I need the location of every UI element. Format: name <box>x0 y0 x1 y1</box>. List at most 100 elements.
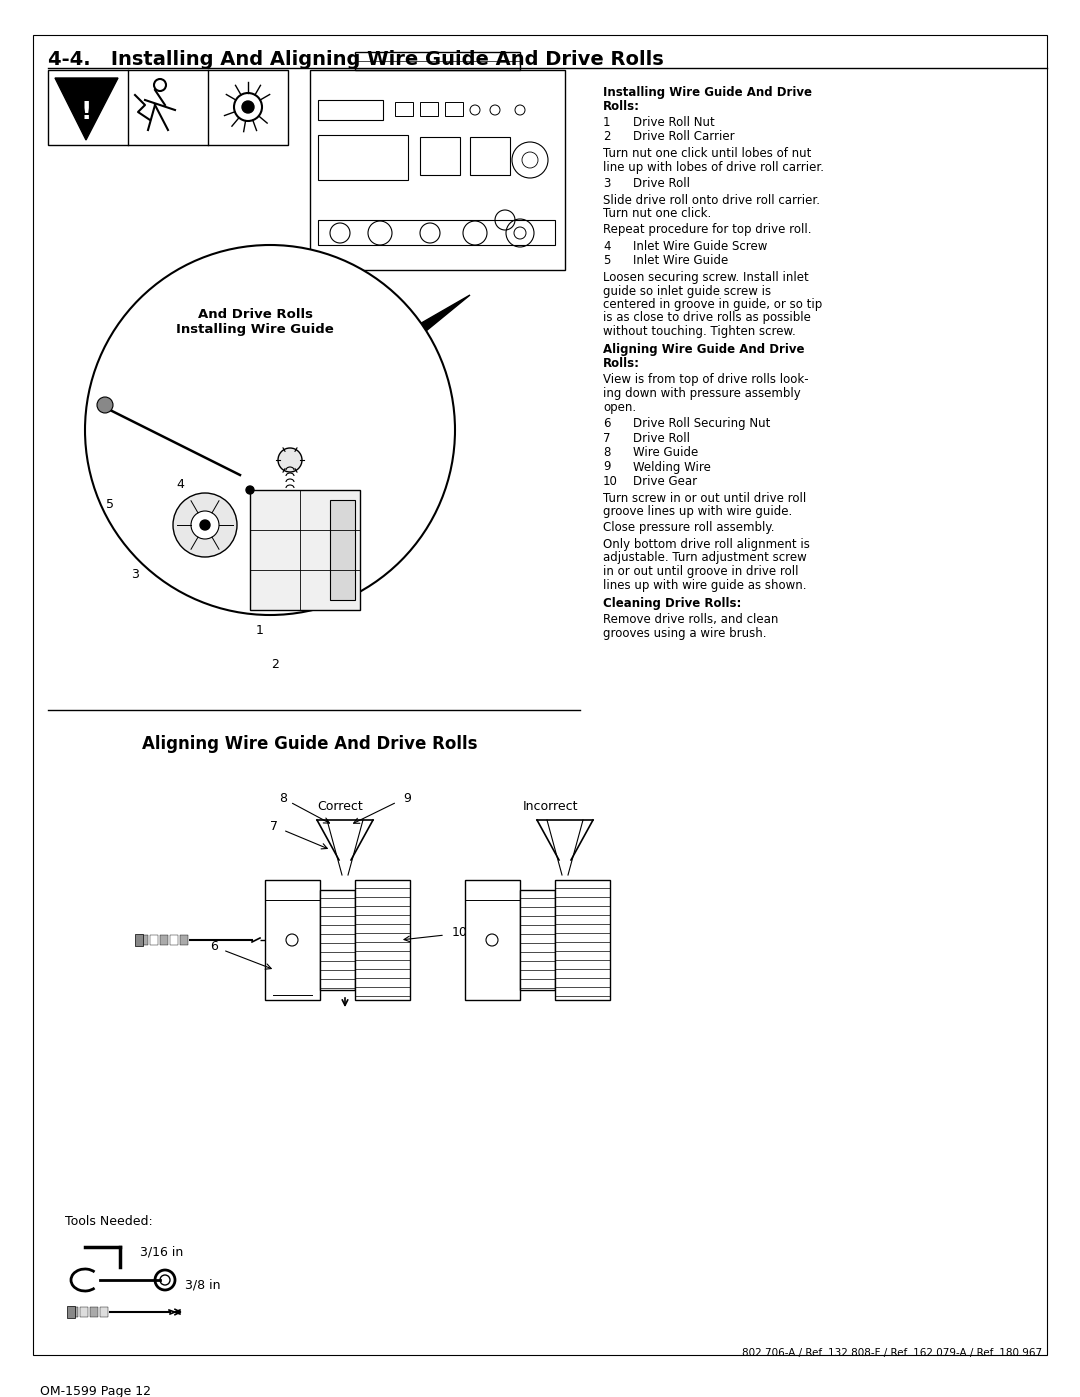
Text: Installing Wire Guide And Drive: Installing Wire Guide And Drive <box>603 87 812 99</box>
Text: Correct: Correct <box>318 800 363 813</box>
Bar <box>48 70 288 145</box>
Bar <box>395 102 413 116</box>
Bar <box>465 880 519 1000</box>
Text: without touching. Tighten screw.: without touching. Tighten screw. <box>603 326 796 338</box>
Text: Close pressure roll assembly.: Close pressure roll assembly. <box>603 521 774 535</box>
Text: groove lines up with wire guide.: groove lines up with wire guide. <box>603 504 793 518</box>
Circle shape <box>246 486 254 495</box>
Text: OM-1599 Page 12: OM-1599 Page 12 <box>40 1384 151 1397</box>
Bar <box>70 1308 78 1317</box>
Text: 3/16 in: 3/16 in <box>140 1246 184 1259</box>
Bar <box>555 880 610 1000</box>
Text: 7: 7 <box>603 432 610 444</box>
Circle shape <box>242 101 254 113</box>
Text: Aligning Wire Guide And Drive Rolls: Aligning Wire Guide And Drive Rolls <box>143 735 477 753</box>
Bar <box>90 1308 98 1317</box>
Text: 9: 9 <box>403 792 410 805</box>
Text: adjustable. Turn adjustment screw: adjustable. Turn adjustment screw <box>603 552 807 564</box>
Bar <box>100 1308 108 1317</box>
Text: 6: 6 <box>211 940 218 954</box>
Text: Slide drive roll onto drive roll carrier.: Slide drive roll onto drive roll carrier… <box>603 194 820 207</box>
Text: 4-4.   Installing And Aligning Wire Guide And Drive Rolls: 4-4. Installing And Aligning Wire Guide … <box>48 50 664 68</box>
Text: ing down with pressure assembly: ing down with pressure assembly <box>603 387 800 400</box>
Circle shape <box>97 397 113 414</box>
Text: Only bottom drive roll alignment is: Only bottom drive roll alignment is <box>603 538 810 550</box>
Polygon shape <box>55 78 118 140</box>
Text: 8: 8 <box>279 792 287 805</box>
Bar <box>470 137 510 175</box>
Text: Drive Roll Nut: Drive Roll Nut <box>633 116 715 129</box>
Text: Turn nut one click until lobes of nut: Turn nut one click until lobes of nut <box>603 147 811 161</box>
Bar <box>355 880 410 1000</box>
Text: centered in groove in guide, or so tip: centered in groove in guide, or so tip <box>603 298 822 312</box>
Text: 1: 1 <box>603 116 610 129</box>
Bar <box>318 136 408 180</box>
Text: 10: 10 <box>603 475 618 488</box>
Text: Remove drive rolls, and clean: Remove drive rolls, and clean <box>603 613 779 626</box>
Text: Turn screw in or out until drive roll: Turn screw in or out until drive roll <box>603 492 807 504</box>
Text: And Drive Rolls: And Drive Rolls <box>198 309 312 321</box>
Text: 9: 9 <box>603 461 610 474</box>
Text: 802 706-A / Ref. 132 808-F / Ref. 162 079-A / Ref. 180 967: 802 706-A / Ref. 132 808-F / Ref. 162 07… <box>742 1348 1042 1358</box>
Circle shape <box>278 448 302 472</box>
Text: Aligning Wire Guide And Drive: Aligning Wire Guide And Drive <box>603 344 805 356</box>
Text: View is from top of drive rolls look-: View is from top of drive rolls look- <box>603 373 809 387</box>
Text: is as close to drive rolls as possible: is as close to drive rolls as possible <box>603 312 811 324</box>
Bar <box>140 935 148 944</box>
Text: 1: 1 <box>256 623 264 637</box>
Text: Incorrect: Incorrect <box>523 800 578 813</box>
Text: Rolls:: Rolls: <box>603 358 640 370</box>
Bar <box>519 890 555 990</box>
Bar <box>265 880 320 1000</box>
Bar <box>170 935 178 944</box>
Text: Inlet Wire Guide Screw: Inlet Wire Guide Screw <box>633 240 768 253</box>
Text: Drive Roll Carrier: Drive Roll Carrier <box>633 130 734 144</box>
Bar <box>318 101 383 120</box>
Bar <box>320 890 355 990</box>
Text: 3: 3 <box>131 569 139 581</box>
Text: in or out until groove in drive roll: in or out until groove in drive roll <box>603 564 798 578</box>
Bar <box>160 935 168 944</box>
Bar <box>330 500 355 599</box>
Text: Rolls:: Rolls: <box>603 99 640 113</box>
Bar <box>355 52 519 70</box>
Text: line up with lobes of drive roll carrier.: line up with lobes of drive roll carrier… <box>603 161 824 173</box>
Text: Drive Roll: Drive Roll <box>633 177 690 190</box>
Bar <box>80 1308 87 1317</box>
Text: lines up with wire guide as shown.: lines up with wire guide as shown. <box>603 578 807 591</box>
Text: Tools Needed:: Tools Needed: <box>65 1215 152 1228</box>
Bar <box>180 935 188 944</box>
Polygon shape <box>305 295 470 430</box>
Circle shape <box>85 244 455 615</box>
Text: Cleaning Drive Rolls:: Cleaning Drive Rolls: <box>603 597 741 610</box>
Text: guide so inlet guide screw is: guide so inlet guide screw is <box>603 285 771 298</box>
Text: 7: 7 <box>270 820 278 834</box>
Bar <box>420 137 460 175</box>
Circle shape <box>200 520 210 529</box>
Text: grooves using a wire brush.: grooves using a wire brush. <box>603 627 767 640</box>
Text: !: ! <box>80 101 92 124</box>
Text: 5: 5 <box>106 499 114 511</box>
Text: Drive Roll Securing Nut: Drive Roll Securing Nut <box>633 416 770 430</box>
Text: Drive Gear: Drive Gear <box>633 475 697 488</box>
Text: Loosen securing screw. Install inlet: Loosen securing screw. Install inlet <box>603 271 809 284</box>
Text: 5: 5 <box>603 254 610 267</box>
Text: Wire Guide: Wire Guide <box>633 446 699 460</box>
Bar <box>318 219 555 244</box>
Text: 4: 4 <box>603 240 610 253</box>
Circle shape <box>191 511 219 539</box>
Text: open.: open. <box>603 401 636 414</box>
Text: 2: 2 <box>603 130 610 144</box>
Text: 4: 4 <box>176 479 184 492</box>
Circle shape <box>173 493 237 557</box>
Text: 6: 6 <box>603 416 610 430</box>
Text: Turn nut one click.: Turn nut one click. <box>603 207 712 219</box>
Bar <box>310 70 565 270</box>
Text: Drive Roll: Drive Roll <box>633 432 690 444</box>
Text: 3: 3 <box>603 177 610 190</box>
Bar <box>420 102 438 116</box>
Text: Installing Wire Guide: Installing Wire Guide <box>176 324 334 337</box>
Text: Inlet Wire Guide: Inlet Wire Guide <box>633 254 728 267</box>
Bar <box>135 935 143 946</box>
Bar <box>150 935 158 944</box>
